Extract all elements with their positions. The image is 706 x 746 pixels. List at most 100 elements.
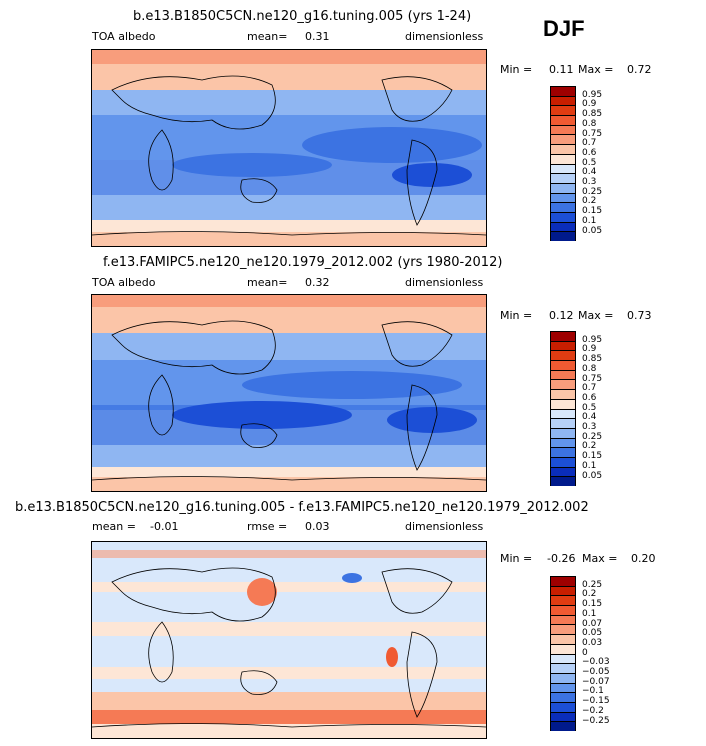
colorbar-swatch — [550, 350, 576, 361]
colorbar-swatch — [550, 360, 576, 370]
colorbar-label: 0.07 — [582, 618, 603, 629]
panel-2-colorbar: 0.95 0.9 0.85 0.8 0.75 0.7 0.6 0.5 0.4 0.3 0.25 0.2… — [550, 331, 602, 486]
colorbar-swatch — [550, 331, 576, 341]
colorbar-label: 0.25 — [582, 186, 603, 197]
colorbar-swatch — [550, 711, 576, 722]
colorbar-label: 0.8 — [582, 363, 597, 374]
panel-2-map — [91, 294, 487, 492]
colorbar-swatch — [550, 86, 576, 96]
panel-1-min-value: 0.11 — [549, 63, 574, 76]
colorbar-label: 0.2 — [582, 441, 597, 452]
colorbar-label: 0.2 — [582, 196, 597, 207]
colorbar-swatch — [550, 672, 576, 683]
colorbar-label: 0.3 — [582, 177, 597, 187]
colorbar-swatch — [550, 95, 576, 106]
panel-1-title: b.e13.B1850C5CN.ne120_g16.tuning.005 (yr… — [133, 9, 472, 24]
panel-2-colorbar-boxes: 0.95 0.9 0.85 0.8 0.75 0.7 0.6 0.5 0.4 0.3 0.25 0.2… — [550, 331, 602, 486]
panel-1-max-label: Max = — [578, 63, 614, 76]
colorbar-label: −0.1 — [582, 686, 604, 697]
colorbar-swatch — [550, 340, 576, 351]
panel-1-colorbar: 0.95 0.9 0.85 0.8 0.75 0.7 0.6 0.5 0.4 0.3 0.25 0.2… — [550, 86, 602, 241]
colorbar-label: 0.7 — [582, 138, 597, 149]
colorbar-swatch — [550, 231, 576, 241]
colorbar-swatch — [550, 389, 576, 399]
colorbar-swatch — [550, 105, 576, 116]
panel-3-mean-label: mean = — [92, 520, 136, 533]
colorbar-label: −0.2 — [582, 705, 604, 716]
colorbar-swatch — [550, 456, 576, 467]
colorbar-label: 0.95 — [582, 334, 603, 345]
panel-3-max-value: 0.20 — [631, 552, 656, 565]
colorbar-swatch — [550, 653, 576, 664]
panel-3-map — [91, 541, 487, 739]
panel-1-colorbar-boxes: 0.95 0.9 0.85 0.8 0.75 0.7 0.6 0.5 0.4 0.3 0.25 0.2… — [550, 86, 602, 241]
panel-1-map — [91, 49, 487, 247]
colorbar-label: 0.8 — [582, 118, 597, 129]
colorbar-label: 0.25 — [582, 431, 603, 442]
colorbar-label: −0.03 — [582, 657, 610, 668]
colorbar-label: 0.3 — [582, 422, 597, 432]
colorbar-swatch — [550, 124, 576, 135]
colorbar-swatch — [550, 144, 576, 154]
colorbar-swatch — [550, 466, 576, 477]
colorbar-label: 0.9 — [582, 99, 597, 110]
colorbar-label: 0.5 — [582, 402, 597, 413]
panel-2-min-value: 0.12 — [549, 309, 574, 322]
panel-3-rmse-value: 0.03 — [305, 520, 330, 533]
colorbar-label: 0.2 — [582, 589, 597, 600]
colorbar-swatch — [550, 614, 576, 625]
panel-3-mean-value: -0.01 — [150, 520, 179, 533]
colorbar-swatch — [550, 437, 576, 448]
colorbar-swatch — [550, 173, 576, 183]
panel-2-field: TOA albedo — [92, 276, 156, 289]
colorbar-swatch — [550, 115, 576, 125]
colorbar-label: 0.75 — [582, 373, 603, 384]
colorbar-swatch — [550, 369, 576, 380]
colorbar-swatch — [550, 153, 576, 164]
colorbar-swatch — [550, 585, 576, 596]
panel-1-mean-label: mean= — [247, 30, 288, 43]
colorbar-swatch — [550, 398, 576, 409]
colorbar-label: 0.95 — [582, 89, 603, 100]
panel-3-units: dimensionless — [405, 520, 484, 533]
colorbar-label: 0.75 — [582, 128, 603, 139]
colorbar-label: 0.4 — [582, 412, 597, 423]
colorbar-label: 0.1 — [582, 460, 597, 471]
colorbar-label: 0.7 — [582, 383, 597, 394]
colorbar-label: 0.85 — [582, 354, 603, 365]
colorbar-label: −0.25 — [582, 715, 610, 726]
colorbar-label: −0.07 — [582, 676, 610, 687]
panel-1-units: dimensionless — [405, 30, 484, 43]
colorbar-swatch — [550, 595, 576, 606]
colorbar-label: 0.1 — [582, 608, 597, 619]
colorbar-label: 0.4 — [582, 167, 597, 178]
colorbar-swatch — [550, 663, 576, 673]
colorbar-swatch — [550, 221, 576, 232]
panel-2-title: f.e13.FAMIPC5.ne120_ne120.1979_2012.002 … — [103, 255, 503, 270]
panel-1-mean-value: 0.31 — [305, 30, 330, 43]
panel-1-min-label: Min = — [500, 63, 533, 76]
season-label: DJF — [543, 16, 585, 41]
panel-2-min-label: Min = — [500, 309, 533, 322]
colorbar-swatch — [550, 624, 576, 635]
colorbar-label: −0.05 — [582, 667, 610, 677]
colorbar-swatch — [550, 418, 576, 428]
panel-3-rmse-label: rmse = — [247, 520, 288, 533]
colorbar-swatch — [550, 605, 576, 615]
colorbar-swatch — [550, 576, 576, 586]
colorbar-label: 0.05 — [582, 225, 603, 236]
panel-2-map-graphic — [92, 295, 486, 491]
colorbar-label: 0.15 — [582, 451, 603, 462]
panel-1-max-value: 0.72 — [627, 63, 652, 76]
colorbar-swatch — [550, 692, 576, 702]
panel-2-units: dimensionless — [405, 276, 484, 289]
panel-3-max-label: Max = — [582, 552, 618, 565]
panel-2-mean-label: mean= — [247, 276, 288, 289]
colorbar-label: 0.6 — [582, 147, 597, 158]
colorbar-swatch — [550, 379, 576, 390]
colorbar-label: 0.5 — [582, 157, 597, 168]
panel-2-max-value: 0.73 — [627, 309, 652, 322]
panel-3-colorbar: 0.25 0.2 0.15 0.1 0.07 0.05 0.03 0 −0.03 −0.05 −0.… — [550, 576, 610, 731]
panel-2-mean-value: 0.32 — [305, 276, 330, 289]
colorbar-swatch — [550, 634, 576, 644]
